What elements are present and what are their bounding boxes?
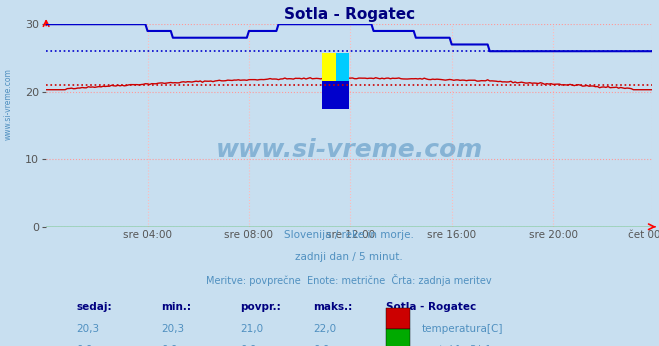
Text: 20,3: 20,3 xyxy=(76,324,100,334)
Title: Sotla - Rogatec: Sotla - Rogatec xyxy=(284,7,415,22)
Text: 0,0: 0,0 xyxy=(313,345,330,346)
Text: pretok[m3/s]: pretok[m3/s] xyxy=(422,345,490,346)
Text: Sotla - Rogatec: Sotla - Rogatec xyxy=(386,302,476,312)
Text: maks.:: maks.: xyxy=(313,302,352,312)
Text: min.:: min.: xyxy=(161,302,191,312)
Text: 22,0: 22,0 xyxy=(313,324,336,334)
Text: sedaj:: sedaj: xyxy=(76,302,112,312)
Text: www.si-vreme.com: www.si-vreme.com xyxy=(215,138,483,162)
Text: Meritve: povprečne  Enote: metrične  Črta: zadnja meritev: Meritve: povprečne Enote: metrične Črta:… xyxy=(206,274,492,286)
Text: 0,0: 0,0 xyxy=(76,345,93,346)
Text: zadnji dan / 5 minut.: zadnji dan / 5 minut. xyxy=(295,252,403,262)
Text: 0,0: 0,0 xyxy=(161,345,178,346)
Text: www.si-vreme.com: www.si-vreme.com xyxy=(3,68,13,140)
Text: 0,0: 0,0 xyxy=(240,345,256,346)
Text: 20,3: 20,3 xyxy=(161,324,185,334)
FancyBboxPatch shape xyxy=(386,308,410,329)
Text: temperatura[C]: temperatura[C] xyxy=(422,324,503,334)
Text: povpr.:: povpr.: xyxy=(240,302,281,312)
Text: Slovenija / reke in morje.: Slovenija / reke in morje. xyxy=(284,230,415,240)
FancyBboxPatch shape xyxy=(386,329,410,346)
Text: 21,0: 21,0 xyxy=(240,324,263,334)
